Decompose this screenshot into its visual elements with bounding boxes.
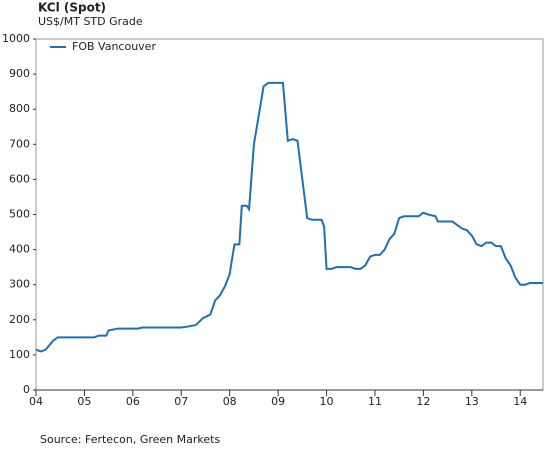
x-tick-label: 06 <box>126 395 140 408</box>
y-tick-label: 1000 <box>2 32 30 45</box>
chart-subtitle: US$/MT STD Grade <box>38 15 143 28</box>
source-note: Source: Fertecon, Green Markets <box>40 433 220 446</box>
x-tick-label: 04 <box>29 395 43 408</box>
legend-label: FOB Vancouver <box>72 40 156 53</box>
line-series <box>35 81 543 353</box>
y-tick-label: 700 <box>9 137 30 150</box>
y-tick-label: 0 <box>23 383 30 396</box>
x-tick-label: 14 <box>513 395 527 408</box>
plot-area <box>35 38 544 391</box>
y-tick-label: 200 <box>9 313 30 326</box>
x-tick-label: 05 <box>77 395 91 408</box>
y-tick-label: 100 <box>9 348 30 361</box>
x-tick-label: 09 <box>271 395 285 408</box>
x-tick-label: 07 <box>174 395 188 408</box>
x-tick-label: 12 <box>416 395 430 408</box>
y-tick-label: 600 <box>9 172 30 185</box>
chart-title: KCl (Spot) <box>38 1 106 15</box>
y-tick-label: 300 <box>9 278 30 291</box>
x-tick-label: 08 <box>223 395 237 408</box>
y-tick-label: 500 <box>9 208 30 221</box>
x-tick-label: 11 <box>368 395 382 408</box>
x-tick-label: 13 <box>465 395 479 408</box>
y-tick-label: 900 <box>9 67 30 80</box>
y-tick-label: 400 <box>9 243 30 256</box>
y-tick-label: 800 <box>9 102 30 115</box>
x-tick-label: 10 <box>320 395 334 408</box>
